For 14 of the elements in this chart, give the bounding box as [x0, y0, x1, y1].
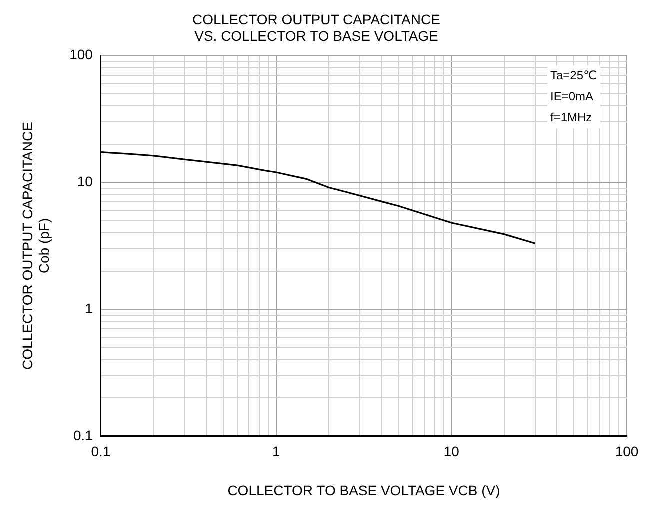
- x-tick-label: 10: [444, 444, 460, 460]
- x-tick-label: 1: [272, 444, 280, 460]
- annotation: Ta=25℃: [550, 68, 598, 82]
- x-axis-title: COLLECTOR TO BASE VOLTAGE VCB (V): [228, 482, 500, 498]
- x-tick-label: 100: [615, 444, 639, 460]
- annotation: IE=0mA: [550, 89, 594, 104]
- annotation: f=1MHz: [550, 110, 592, 124]
- chart-title: COLLECTOR OUTPUT CAPACITANCE VS. COLLECTOR TO BASE VOLTAGE: [192, 11, 440, 44]
- y-tick-label: 100: [70, 46, 94, 62]
- y-tick-label: 1: [85, 300, 94, 316]
- x-tick-label: 0.1: [91, 444, 111, 460]
- y-tick-label: 0.1: [73, 427, 94, 444]
- y-axis-title: COLLECTOR OUTPUT CAPACITANCE Cob (pF): [19, 122, 52, 370]
- y-tick-label: 10: [77, 173, 94, 190]
